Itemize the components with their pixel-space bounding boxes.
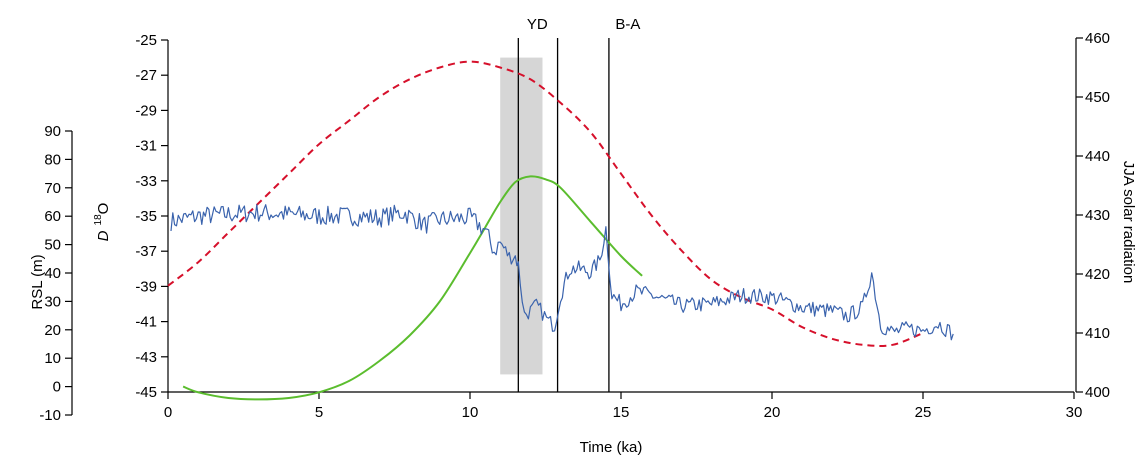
delta18o-title-tail: O — [95, 203, 112, 215]
delta18o-tick-label: -33 — [135, 173, 157, 190]
event-label: YD — [527, 16, 548, 33]
rsl-tick-label: 20 — [44, 322, 61, 339]
delta18o-title-symbol: D — [95, 230, 112, 241]
rsl-tick-label: 90 — [44, 123, 61, 140]
solar-tick-label: 450 — [1085, 89, 1110, 106]
delta18o-title-superscript: 18 — [93, 214, 104, 226]
x-tick-label: 15 — [613, 404, 630, 421]
solar-tick-label: 410 — [1085, 325, 1110, 342]
rsl-axis-title: RSL (m) — [29, 254, 46, 309]
rsl-tick-label: 10 — [44, 350, 61, 367]
delta18o-tick-label: -35 — [135, 208, 157, 225]
delta18o-tick-label: -41 — [135, 314, 157, 331]
series-layer — [167, 60, 954, 401]
shaded-band — [500, 57, 543, 375]
series-line-rsl — [182, 175, 643, 401]
delta18o-tick-label: -43 — [135, 349, 157, 366]
x-axis-title: Time (ka) — [580, 439, 643, 456]
delta18o-tick-label: -37 — [135, 243, 157, 260]
delta18o-tick-label: -25 — [135, 32, 157, 49]
axis-titles-layer: Time (ka) RSL (m) D 18O JJA solar radiati… — [29, 161, 1137, 456]
shaded-band-layer — [500, 57, 543, 375]
rsl-tick-label: 30 — [44, 293, 61, 310]
solar-tick-label: 440 — [1085, 148, 1110, 165]
solar-axis-title: JJA solar radiation — [1120, 161, 1137, 284]
rsl-tick-label: 50 — [44, 237, 61, 254]
rsl-tick-label: 0 — [53, 379, 61, 396]
event-lines-layer: YD B-A — [517, 16, 640, 392]
ticks-layer: 0 5 10 15 20 25 30 -25 -27 -29 -31 -33 -35 -37 -39 -41 -… — [39, 30, 1110, 424]
rsl-tick-label: 70 — [44, 180, 61, 197]
solar-tick-label: 420 — [1085, 266, 1110, 283]
x-tick-label: 25 — [915, 404, 932, 421]
x-tick-label: 30 — [1066, 404, 1083, 421]
rsl-tick-label: -10 — [39, 407, 61, 424]
rsl-tick-label: 60 — [44, 208, 61, 225]
delta18o-tick-label: -45 — [135, 384, 157, 401]
x-tick-label: 5 — [315, 404, 323, 421]
solar-tick-label: 430 — [1085, 207, 1110, 224]
delta18o-tick-label: -29 — [135, 102, 157, 119]
x-tick-label: 10 — [462, 404, 479, 421]
delta18o-tick-label: -39 — [135, 278, 157, 295]
solar-tick-label: 460 — [1085, 30, 1110, 47]
x-tick-label: 20 — [764, 404, 781, 421]
rsl-tick-label: 80 — [44, 151, 61, 168]
delta18o-axis-title: D 18O — [93, 203, 112, 242]
series-line-solar — [167, 60, 924, 347]
rsl-tick-label: 40 — [44, 265, 61, 282]
solar-tick-label: 400 — [1085, 384, 1110, 401]
delta18o-tick-label: -31 — [135, 138, 157, 155]
series-line-delta18O — [170, 204, 954, 341]
event-label: B-A — [615, 16, 640, 33]
delta18o-tick-label: -27 — [135, 67, 157, 84]
x-tick-label: 0 — [164, 404, 172, 421]
